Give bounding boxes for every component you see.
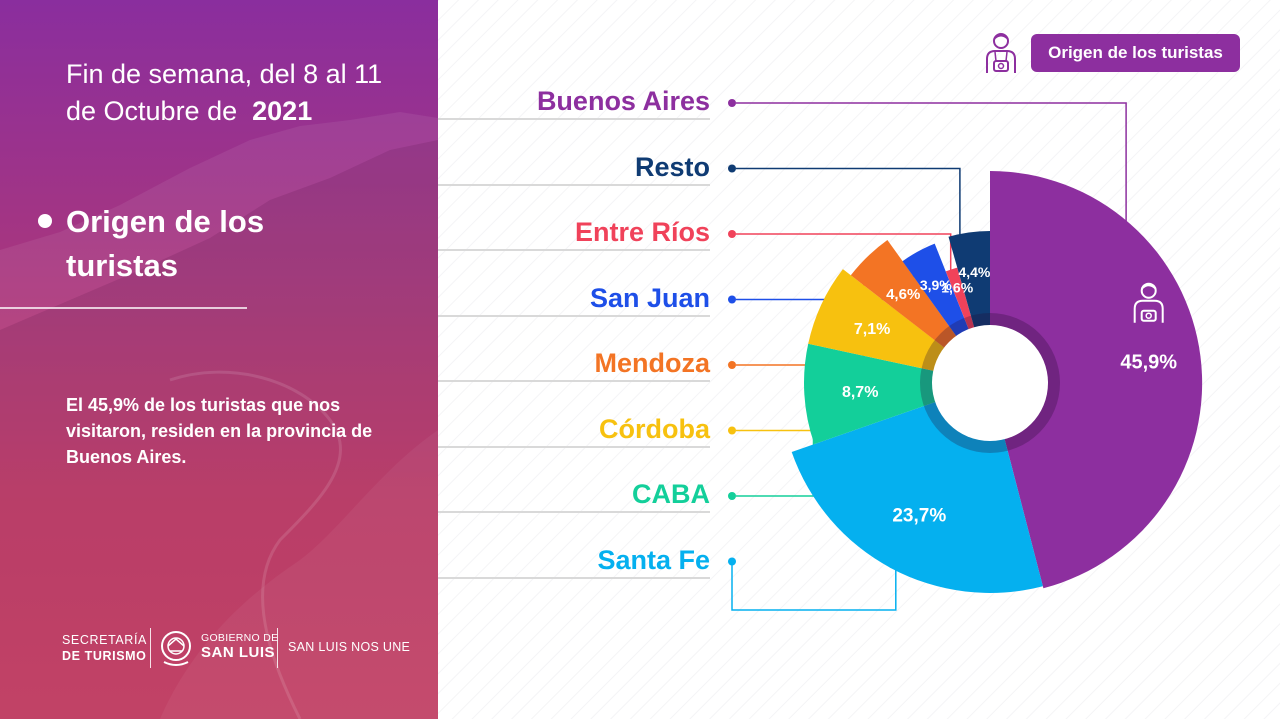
gobierno-line-1: GOBIERNO DE: [201, 632, 279, 644]
legend-rule: [438, 249, 710, 251]
legend-rule: [438, 118, 710, 120]
chart-title-badge: Origen de los turistas: [1031, 34, 1240, 72]
legend-label-san-juan: San Juan: [589, 282, 710, 313]
slice-value-label: 8,7%: [842, 384, 878, 401]
legend-dot: [728, 426, 736, 435]
footer-divider: [277, 628, 278, 668]
slice-value-label: 4,4%: [958, 264, 990, 280]
secretaria-line-2-text: DE TURISMO: [62, 649, 147, 663]
secretaria-logo-text: SECRETARÍA DE TURISMO: [62, 632, 147, 664]
leader-line: [736, 233, 952, 276]
gobierno-line-2: SAN LUIS: [201, 644, 276, 661]
legend-dot: [728, 230, 736, 238]
footer-slogan: SAN LUIS NOS UNE: [288, 640, 411, 654]
summary-text: El 45,9% de los turistas que nos visitar…: [66, 395, 373, 467]
heading-year: 2021: [252, 96, 313, 126]
legend-dot: [728, 295, 736, 304]
legend-dot: [728, 492, 736, 500]
legend-rule: [438, 511, 710, 513]
slice-value-label: 1,6%: [941, 279, 973, 295]
legend-dot: [728, 164, 736, 173]
legend-dot: [728, 361, 736, 369]
heading-line-2: de Octubre de 2021: [66, 93, 382, 130]
slice-value-label: 7,1%: [854, 321, 890, 338]
legend-dot: [728, 99, 736, 107]
pie-slice-caba: [804, 343, 990, 445]
san-luis-crest-icon: [161, 631, 191, 666]
section-title: Origen de los turistas: [66, 204, 265, 283]
legend-rule: [438, 380, 710, 382]
tourist-camera-icon: [1133, 282, 1164, 323]
slice-value-label: 3,9%: [920, 277, 952, 293]
gobierno-logo-text: GOBIERNO DE SAN LUIS: [201, 632, 278, 662]
legend-label-caba: CABA: [632, 479, 710, 509]
event-dates-heading: Fin de semana, del 8 al 11 de Octubre de…: [66, 56, 382, 130]
leader-line: [731, 559, 897, 611]
legend-label-c-rdoba: Córdoba: [599, 413, 710, 444]
secretaria-line-2: DE TURISMO: [62, 648, 147, 664]
leader-line: [736, 102, 1127, 229]
tourist-camera-icon: [986, 33, 1016, 73]
legend-label-mendoza: Mendoza: [594, 348, 710, 378]
legend-label-buenos-aires: Buenos Aires: [536, 86, 710, 116]
mountain-background-image: [0, 112, 438, 719]
secretaria-line-1: SECRETARÍA: [62, 633, 147, 647]
legend-label-resto: Resto: [634, 151, 710, 182]
heading-line-1: Fin de semana, del 8 al 11: [66, 59, 383, 89]
heading-month: de Octubre de: [66, 96, 238, 126]
footer-divider: [150, 628, 151, 668]
slice-value-label: 4,6%: [886, 286, 920, 303]
leader-line: [736, 167, 961, 241]
pie-slice-buenos-aires: [990, 170, 1203, 589]
legend-rule: [438, 576, 710, 579]
legend-rule: [438, 445, 710, 448]
slice-value-label: 45,9%: [1120, 352, 1177, 374]
legend-label-santa-fe: Santa Fe: [597, 544, 710, 575]
legend-rule: [438, 183, 710, 186]
slice-value-label: 23,7%: [892, 505, 946, 526]
legend-rule: [438, 314, 710, 317]
legend-label-entre-r-os: Entre Ríos: [574, 217, 710, 247]
donut-hole: [932, 325, 1048, 441]
bullet-icon: [38, 214, 52, 228]
title-divider: [0, 307, 247, 309]
left-panel: Fin de semana, del 8 al 11 de Octubre de…: [0, 0, 438, 719]
